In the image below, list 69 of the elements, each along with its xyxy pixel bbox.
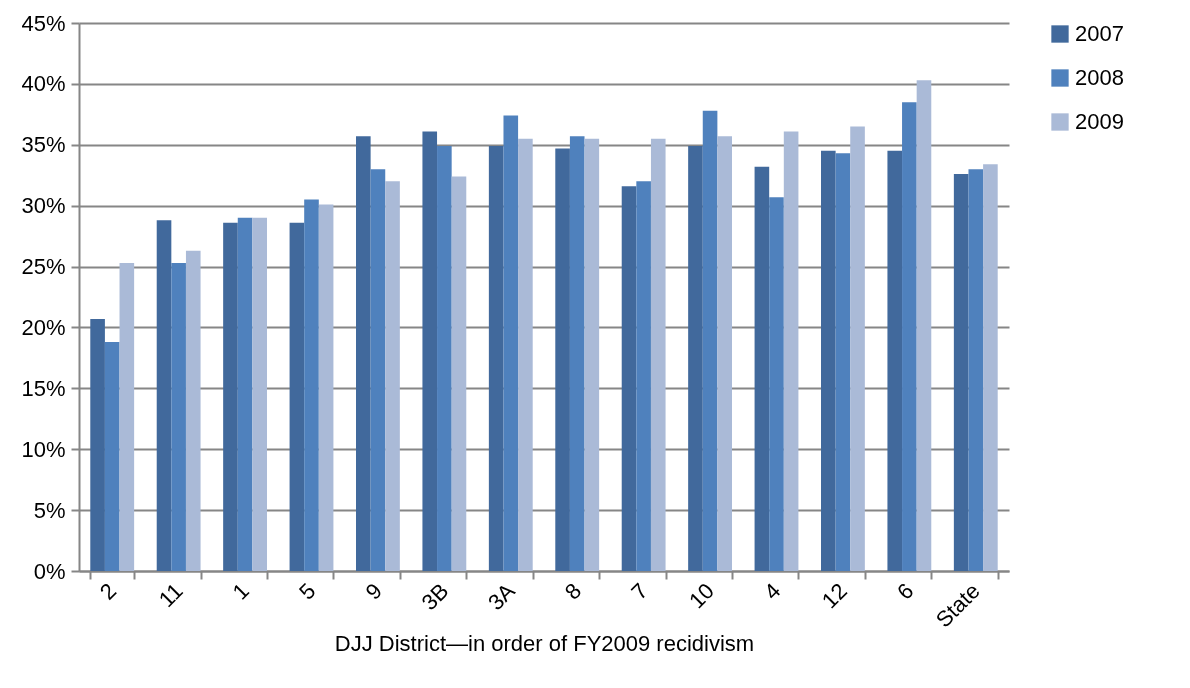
bar <box>437 146 452 571</box>
bar <box>783 131 799 571</box>
y-tick-label: 5% <box>33 497 66 523</box>
x-tick-label: 3A <box>483 578 520 616</box>
x-tick-label: 2 <box>94 578 122 605</box>
y-tick-label: 40% <box>21 71 66 97</box>
bar <box>650 138 666 571</box>
bar <box>356 136 371 571</box>
legend-label: 2008 <box>1075 65 1124 90</box>
bar <box>916 80 932 571</box>
y-tick-label: 10% <box>21 436 66 462</box>
x-tick-label: 3B <box>416 578 454 616</box>
bar <box>636 181 651 571</box>
x-tick-label: 10 <box>684 578 720 614</box>
bar <box>451 176 467 571</box>
x-axis-title: DJJ District—in order of FY2009 recidivism <box>334 630 755 656</box>
legend-label: 2009 <box>1075 109 1124 134</box>
x-tick-label: 11 <box>153 578 188 613</box>
x-tick-label: 9 <box>360 578 387 605</box>
bar <box>835 153 851 571</box>
y-tick-label: 15% <box>21 375 66 401</box>
bar <box>621 186 637 571</box>
bar <box>968 169 984 571</box>
bar <box>953 174 969 571</box>
bar <box>850 126 865 571</box>
bar <box>518 138 533 571</box>
bar <box>185 250 201 571</box>
y-tick-label: 45% <box>21 10 66 36</box>
bar <box>385 181 400 571</box>
bar <box>887 150 903 571</box>
bar <box>156 220 172 571</box>
legend-label: 2007 <box>1075 21 1124 46</box>
bar <box>289 222 305 571</box>
bar <box>104 342 120 571</box>
bar <box>223 222 238 571</box>
bar <box>584 138 600 571</box>
bar <box>370 169 386 571</box>
bar <box>422 131 438 571</box>
bar <box>569 136 585 571</box>
y-tick-label: 20% <box>21 314 66 340</box>
x-tick-label: 8 <box>559 578 587 605</box>
y-tick-label: 30% <box>21 193 66 219</box>
bar <box>488 146 504 571</box>
y-tick-label: 35% <box>21 132 66 158</box>
bar <box>983 164 998 571</box>
bar <box>237 217 253 571</box>
bar <box>119 262 135 571</box>
bar <box>769 197 784 571</box>
x-tick-label: 4 <box>759 578 786 605</box>
x-tick-label: 7 <box>626 578 653 605</box>
x-tick-label: 12 <box>816 578 852 614</box>
bar <box>90 318 105 571</box>
bar <box>702 110 718 571</box>
y-tick-label: 25% <box>21 254 66 280</box>
bar <box>252 217 267 571</box>
bar <box>754 166 770 571</box>
bar <box>555 148 570 571</box>
x-tick-label: 1 <box>227 578 255 605</box>
x-tick-label: 5 <box>294 578 321 605</box>
x-tick-label: 6 <box>892 578 919 605</box>
bar <box>503 115 519 571</box>
bar <box>902 102 917 571</box>
bar <box>821 150 836 571</box>
bar <box>318 204 334 571</box>
y-tick-label: 0% <box>33 558 66 584</box>
bar <box>717 136 732 571</box>
bar <box>304 199 319 571</box>
bar <box>688 146 703 571</box>
bar <box>171 262 186 571</box>
